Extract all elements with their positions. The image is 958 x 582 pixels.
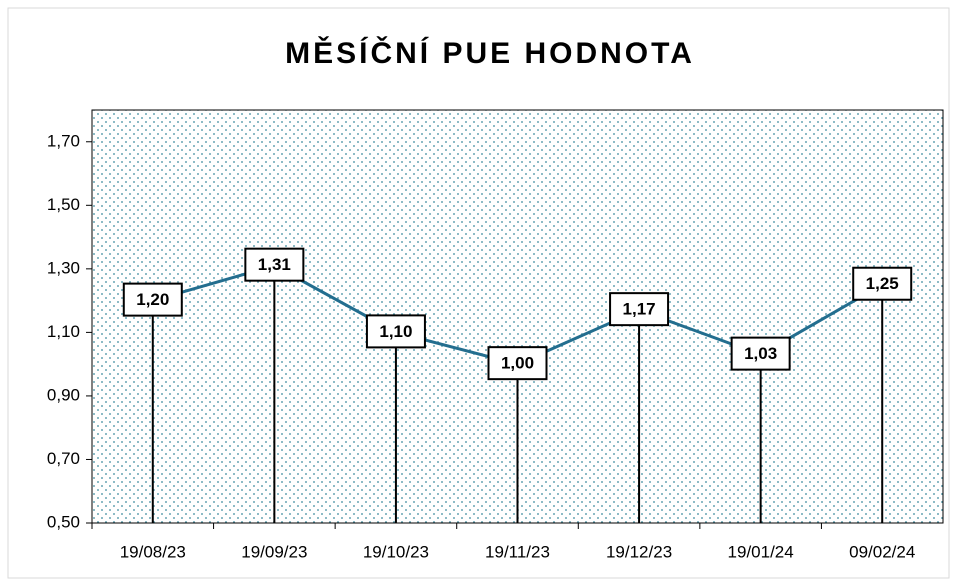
chart-title: MĚSÍČNÍ PUE HODNOTA xyxy=(285,36,695,70)
data-label-box xyxy=(609,292,670,327)
data-label: 1,17 xyxy=(623,300,656,319)
y-tick-label: 1,30 xyxy=(47,258,80,277)
data-label-box xyxy=(487,346,548,381)
data-label: 1,03 xyxy=(744,344,777,363)
y-tick-label: 0,50 xyxy=(47,512,80,531)
x-tick-label: 19/11/23 xyxy=(485,542,550,561)
x-tick-label: 19/12/23 xyxy=(606,542,672,561)
x-tick-label: 19/01/24 xyxy=(728,542,794,561)
x-tick-label: 19/09/23 xyxy=(241,542,307,561)
data-label: 1,10 xyxy=(379,322,412,341)
y-tick-label: 0,70 xyxy=(47,449,80,468)
data-label: 1,31 xyxy=(258,255,291,274)
x-tick-label: 19/10/23 xyxy=(363,542,429,561)
x-tick-label: 19/08/23 xyxy=(120,542,186,561)
data-label-box xyxy=(244,247,305,282)
data-label: 1,25 xyxy=(866,274,899,293)
data-label-box xyxy=(852,266,913,301)
data-label-box xyxy=(365,314,426,349)
y-tick-label: 1,10 xyxy=(47,322,80,341)
y-tick-label: 1,70 xyxy=(47,131,80,150)
data-label: 1,00 xyxy=(501,354,534,373)
y-tick-label: 0,90 xyxy=(47,385,80,404)
data-label-box xyxy=(730,336,791,371)
y-tick-label: 1,50 xyxy=(47,195,80,214)
data-label-box xyxy=(122,282,183,317)
data-label: 1,20 xyxy=(136,290,169,309)
x-tick-label: 09/02/24 xyxy=(849,542,915,561)
